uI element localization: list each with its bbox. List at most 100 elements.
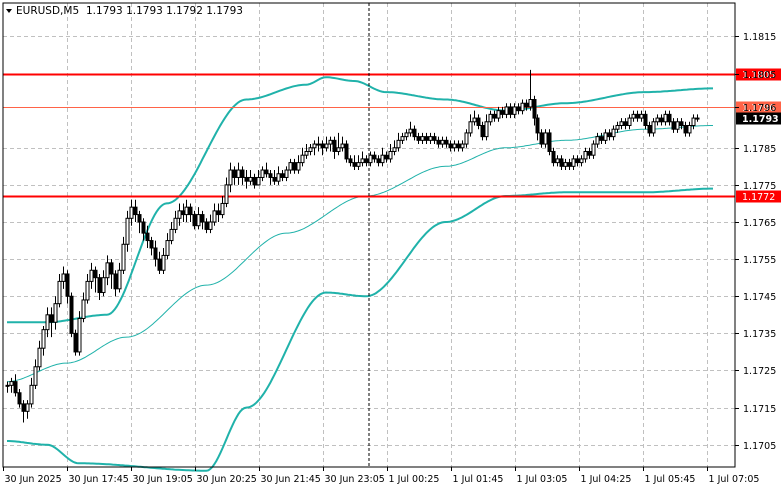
candle-body xyxy=(13,381,18,394)
bollinger-upper-band xyxy=(7,76,713,324)
candle-body xyxy=(623,121,628,126)
candle-body xyxy=(683,124,688,134)
candle-body xyxy=(484,121,489,138)
candle xyxy=(424,132,429,145)
candle-body xyxy=(25,403,30,412)
candle xyxy=(264,162,269,178)
candle-body xyxy=(420,136,425,141)
candle-body xyxy=(567,162,572,167)
dropdown-triangle-icon[interactable] xyxy=(6,9,12,13)
candle xyxy=(440,136,445,148)
candle-body xyxy=(77,318,82,353)
candle xyxy=(528,69,533,111)
x-tick-label: 1 Jul 01:45 xyxy=(453,474,504,485)
candle xyxy=(29,377,34,408)
candle-body xyxy=(264,169,269,175)
candle xyxy=(216,203,221,223)
candle xyxy=(444,136,449,148)
candle xyxy=(304,144,309,159)
level-label: 1.1805 xyxy=(742,70,775,81)
candle-body xyxy=(105,262,110,279)
candle-body xyxy=(516,106,521,112)
candle xyxy=(579,155,584,167)
y-tick-label: 1.1785 xyxy=(743,144,776,155)
candle xyxy=(472,110,477,126)
candle xyxy=(101,270,106,297)
candle xyxy=(619,118,624,130)
candle xyxy=(25,400,30,419)
candle xyxy=(224,177,229,208)
candle-body xyxy=(579,158,584,164)
candle-body xyxy=(145,232,150,242)
candle xyxy=(45,307,50,338)
candle xyxy=(272,170,277,185)
chart-header: EURUSD,M5 1.1793 1.1793 1.1792 1.1793 xyxy=(6,5,243,17)
candle-body xyxy=(340,143,345,149)
candle-body xyxy=(304,150,309,156)
candle-body xyxy=(360,158,365,164)
y-tick-label: 1.1796 xyxy=(743,103,776,114)
candle xyxy=(157,251,162,274)
candle-body xyxy=(33,366,38,386)
candle-body xyxy=(328,139,333,145)
candle-body xyxy=(587,150,592,156)
candle-body xyxy=(575,158,580,164)
candle xyxy=(328,136,333,152)
candle xyxy=(344,140,349,163)
candle xyxy=(356,155,361,171)
candle xyxy=(17,389,22,408)
candle-body xyxy=(468,121,473,134)
candle-body xyxy=(472,117,477,123)
candle xyxy=(516,103,521,115)
candle xyxy=(129,199,134,226)
candle xyxy=(691,114,696,130)
candle xyxy=(320,140,325,156)
candle xyxy=(683,121,688,137)
candle xyxy=(220,196,225,219)
candle-body xyxy=(61,273,66,282)
candle xyxy=(308,144,313,156)
candle xyxy=(9,377,14,393)
candle xyxy=(631,110,636,122)
candle-body xyxy=(196,214,201,227)
x-tick-label: 1 Jul 04:25 xyxy=(581,474,632,485)
candle xyxy=(93,266,98,293)
candle xyxy=(240,166,245,185)
candle-body xyxy=(324,143,329,149)
candle-body xyxy=(296,162,301,171)
candle xyxy=(651,118,656,137)
candle-body xyxy=(45,314,50,331)
candles xyxy=(5,69,700,423)
candle-body xyxy=(412,128,417,138)
candle xyxy=(615,121,620,133)
candle-body xyxy=(512,106,517,115)
candle xyxy=(256,170,261,186)
ohlc-readout: 1.1793 1.1793 1.1792 1.1793 xyxy=(86,5,243,17)
candle xyxy=(460,140,465,152)
candle xyxy=(627,114,632,130)
candle xyxy=(532,95,537,126)
candle xyxy=(296,155,301,174)
level-label-bg xyxy=(736,101,781,114)
candle-body xyxy=(200,214,205,223)
candle xyxy=(643,110,648,130)
candle-body xyxy=(492,113,497,119)
candle xyxy=(400,132,405,145)
candle-body xyxy=(663,113,668,123)
candle xyxy=(575,155,580,167)
candle xyxy=(284,166,289,182)
level-label: 1.1772 xyxy=(742,192,775,203)
time-axis[interactable]: 30 Jun 2025 30 Jun 17:45 30 Jun 19:05 30 Ju… xyxy=(3,467,760,485)
price-axis[interactable]: 1.1815 1.1805 1.1796 1.1785 1.1775 1.1765 1.17… xyxy=(735,32,776,452)
candle xyxy=(492,110,497,122)
candle-body xyxy=(220,202,225,216)
candle-body xyxy=(348,158,353,164)
candle-body xyxy=(121,243,126,271)
candle xyxy=(117,262,122,293)
candle xyxy=(81,292,86,323)
candle-body xyxy=(500,110,505,115)
candle-body xyxy=(5,384,10,387)
candle xyxy=(244,170,249,189)
candle xyxy=(113,270,118,297)
